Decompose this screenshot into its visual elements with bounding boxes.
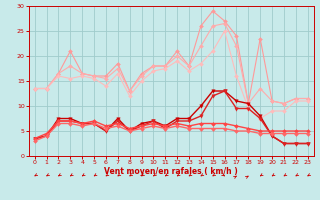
X-axis label: Vent moyen/en rafales ( km/h ): Vent moyen/en rafales ( km/h ) xyxy=(104,167,238,176)
